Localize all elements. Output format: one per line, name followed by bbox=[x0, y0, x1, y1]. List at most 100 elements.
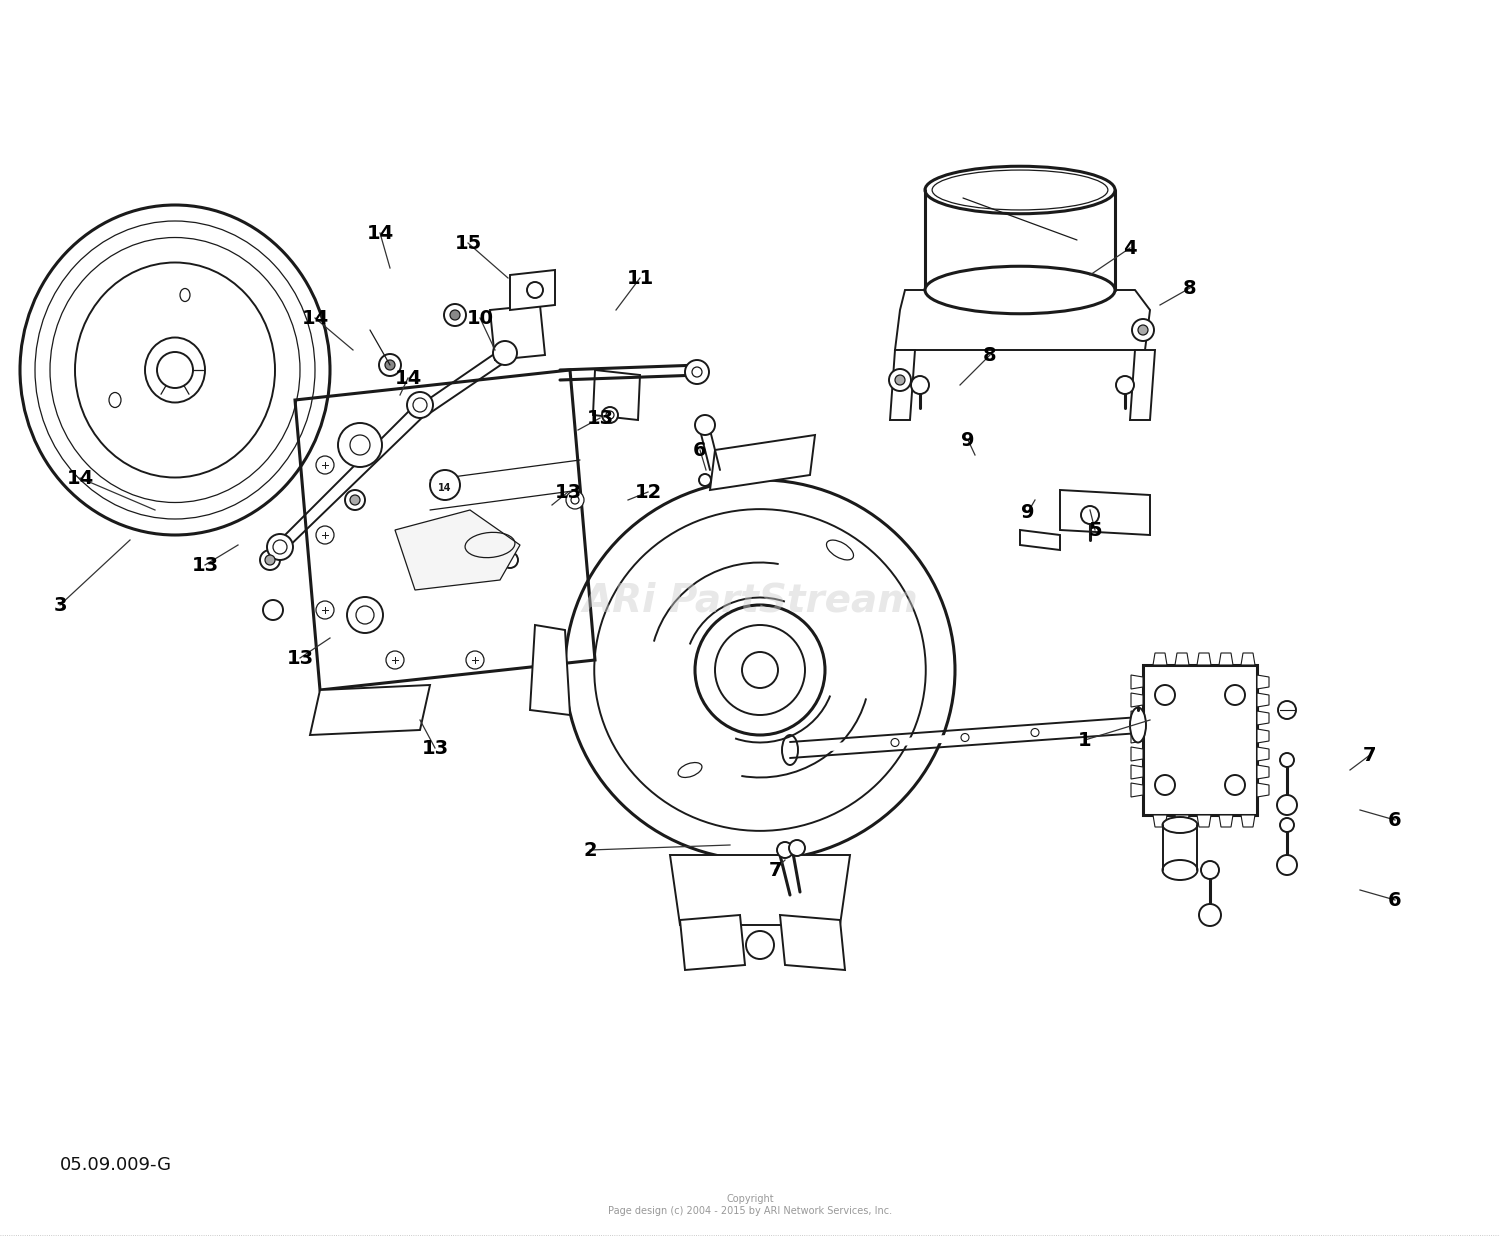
Circle shape bbox=[266, 555, 274, 565]
Circle shape bbox=[716, 624, 806, 714]
Circle shape bbox=[742, 652, 778, 688]
Circle shape bbox=[316, 456, 334, 475]
Circle shape bbox=[430, 470, 460, 500]
Text: 14: 14 bbox=[366, 224, 393, 242]
Polygon shape bbox=[896, 290, 1150, 350]
Text: 6: 6 bbox=[1388, 811, 1402, 829]
Circle shape bbox=[413, 398, 428, 412]
Circle shape bbox=[891, 738, 898, 747]
Ellipse shape bbox=[926, 266, 1114, 313]
Circle shape bbox=[406, 392, 433, 418]
Circle shape bbox=[494, 341, 517, 365]
Ellipse shape bbox=[1130, 707, 1146, 742]
Text: 14: 14 bbox=[438, 483, 452, 493]
Polygon shape bbox=[1131, 729, 1143, 743]
Polygon shape bbox=[890, 350, 915, 420]
Circle shape bbox=[962, 733, 969, 742]
Circle shape bbox=[345, 490, 364, 510]
Circle shape bbox=[267, 535, 292, 560]
Circle shape bbox=[386, 360, 394, 370]
Text: ARi PartStream: ARi PartStream bbox=[582, 581, 918, 620]
Polygon shape bbox=[1154, 816, 1167, 827]
Polygon shape bbox=[1257, 783, 1269, 797]
Circle shape bbox=[1116, 376, 1134, 393]
Circle shape bbox=[1198, 904, 1221, 926]
Polygon shape bbox=[1131, 674, 1143, 689]
Polygon shape bbox=[592, 370, 640, 420]
Circle shape bbox=[346, 597, 382, 633]
Circle shape bbox=[1276, 796, 1298, 816]
Polygon shape bbox=[394, 510, 520, 590]
Polygon shape bbox=[310, 684, 430, 734]
Polygon shape bbox=[1131, 693, 1143, 707]
Circle shape bbox=[572, 496, 579, 505]
Circle shape bbox=[910, 376, 928, 393]
Circle shape bbox=[777, 842, 794, 858]
Polygon shape bbox=[1154, 653, 1167, 664]
Circle shape bbox=[444, 304, 466, 326]
Text: 13: 13 bbox=[586, 408, 613, 427]
Circle shape bbox=[262, 600, 284, 620]
Circle shape bbox=[602, 407, 618, 423]
Text: 5: 5 bbox=[1088, 521, 1102, 540]
Polygon shape bbox=[490, 305, 544, 360]
Text: 10: 10 bbox=[466, 309, 494, 327]
Circle shape bbox=[466, 651, 484, 669]
Polygon shape bbox=[1220, 816, 1233, 827]
Text: 4: 4 bbox=[1124, 239, 1137, 257]
Circle shape bbox=[699, 475, 711, 486]
Polygon shape bbox=[1257, 674, 1269, 689]
Circle shape bbox=[1138, 325, 1148, 335]
Text: 11: 11 bbox=[627, 269, 654, 287]
Text: 13: 13 bbox=[192, 556, 219, 575]
Text: 9: 9 bbox=[1022, 502, 1035, 522]
Polygon shape bbox=[1131, 783, 1143, 797]
Polygon shape bbox=[1257, 764, 1269, 779]
Circle shape bbox=[686, 360, 709, 383]
Polygon shape bbox=[1020, 530, 1060, 550]
Text: 13: 13 bbox=[286, 648, 314, 667]
Polygon shape bbox=[1197, 653, 1210, 664]
Polygon shape bbox=[510, 270, 555, 310]
Polygon shape bbox=[1174, 816, 1190, 827]
Text: 8: 8 bbox=[1184, 279, 1197, 297]
Polygon shape bbox=[530, 624, 570, 714]
Text: 9: 9 bbox=[962, 431, 975, 450]
Circle shape bbox=[1276, 856, 1298, 876]
Polygon shape bbox=[1257, 729, 1269, 743]
Text: 13: 13 bbox=[422, 738, 448, 757]
Polygon shape bbox=[1131, 747, 1143, 761]
Text: 7: 7 bbox=[768, 861, 782, 879]
Text: 15: 15 bbox=[454, 234, 482, 252]
Polygon shape bbox=[1257, 693, 1269, 707]
Circle shape bbox=[746, 931, 774, 959]
Circle shape bbox=[526, 282, 543, 299]
Text: 14: 14 bbox=[394, 368, 422, 387]
Circle shape bbox=[890, 368, 910, 391]
Circle shape bbox=[1280, 753, 1294, 767]
Text: 13: 13 bbox=[555, 482, 582, 502]
Text: 12: 12 bbox=[634, 482, 662, 502]
Polygon shape bbox=[1240, 653, 1256, 664]
Circle shape bbox=[273, 540, 286, 555]
Circle shape bbox=[1226, 774, 1245, 796]
Text: 1: 1 bbox=[1078, 731, 1092, 749]
Circle shape bbox=[1082, 506, 1100, 525]
Text: 05.09.009-G: 05.09.009-G bbox=[60, 1157, 172, 1174]
Polygon shape bbox=[780, 916, 844, 970]
Polygon shape bbox=[1131, 711, 1143, 724]
Polygon shape bbox=[1130, 350, 1155, 420]
Polygon shape bbox=[1257, 747, 1269, 761]
Circle shape bbox=[896, 375, 904, 385]
Ellipse shape bbox=[926, 166, 1114, 214]
Circle shape bbox=[1132, 318, 1154, 341]
Circle shape bbox=[316, 526, 334, 545]
Circle shape bbox=[1278, 701, 1296, 719]
Text: 8: 8 bbox=[982, 346, 998, 365]
Polygon shape bbox=[1240, 816, 1256, 827]
Circle shape bbox=[503, 552, 518, 568]
Text: 2: 2 bbox=[584, 841, 597, 859]
Ellipse shape bbox=[1162, 817, 1197, 833]
Circle shape bbox=[1280, 818, 1294, 832]
Circle shape bbox=[694, 415, 715, 435]
